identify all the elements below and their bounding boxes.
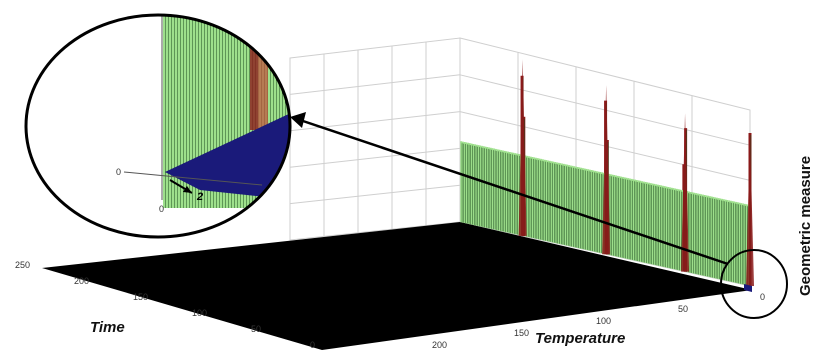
y-tick-label: 150 (133, 292, 148, 302)
y-tick-label: 200 (74, 276, 89, 286)
y-tick-label: 0 (310, 340, 315, 350)
x-tick-label: 100 (596, 316, 611, 326)
grid-line (289, 74, 461, 95)
grid-line (289, 184, 461, 205)
x-tick-label: 0 (760, 292, 765, 302)
y-tick-label: 100 (192, 308, 207, 318)
inset-arrow-label: 2 (196, 191, 203, 203)
floor-plane (42, 222, 752, 350)
surface-layer (460, 59, 754, 292)
zoom-circle (720, 249, 788, 319)
callout-arrow (290, 112, 729, 266)
grid-line (289, 147, 461, 168)
inset-zoom: 0 0 2 (24, 13, 292, 239)
inset-x-tick: 0 (116, 167, 121, 177)
x-axis-title: Temperature (535, 330, 625, 347)
y-tick-labels: 0 50 100 150 200 250 (15, 260, 315, 350)
y-axis-title: Time (90, 319, 125, 336)
peak-mark (746, 133, 754, 286)
y-tick-label: 250 (15, 260, 30, 270)
x-tick-label: 50 (678, 304, 688, 314)
z-axis-title: Geometric measure (797, 156, 813, 296)
peak-mark (681, 113, 690, 272)
low-region (744, 284, 752, 292)
x-tick-label: 150 (514, 328, 529, 338)
y-tick-label: 50 (251, 324, 261, 334)
inset-y-tick: 0 (159, 204, 164, 214)
peak-mark (602, 85, 611, 255)
x-tick-label: 200 (432, 340, 447, 350)
grid-line (289, 111, 461, 132)
peak-mark (518, 59, 527, 236)
